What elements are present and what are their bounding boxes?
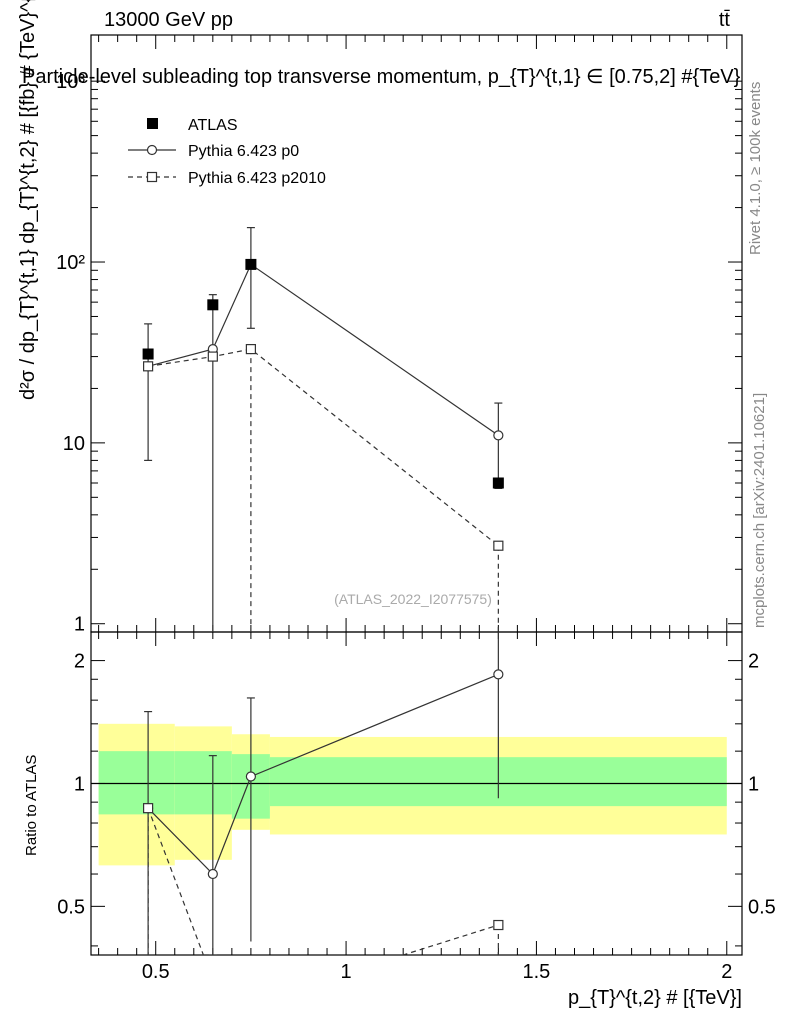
mcplots-label: mcplots.cern.ch [arXiv:2401.10621]: [751, 393, 768, 628]
main-point-p2010: [245, 343, 256, 355]
ratio-series-line-p2010: [147, 807, 499, 955]
ratio-y-tick-label-right: 0.5: [748, 896, 776, 918]
main-series-line-p0: [147, 263, 499, 436]
analysis-watermark: (ATLAS_2022_I2077575): [334, 591, 492, 607]
legend-p0-marker: [146, 144, 158, 156]
ratio-series-line-p0: [147, 673, 499, 876]
main-point-p2010: [143, 361, 154, 372]
ratio-point-p0: [245, 771, 256, 782]
ratio-band-inner: [98, 751, 175, 815]
ratio-point-p0: [493, 669, 504, 680]
rivet-version-label: Rivet 4.1.0, ≥ 100k events: [747, 82, 764, 255]
main-point-atlas: [207, 299, 219, 311]
main-series-line-p2010: [148, 348, 499, 547]
main-y-tick-label: 10²: [56, 252, 85, 274]
legend-atlas-marker: [147, 118, 158, 129]
main-point-p2010: [207, 351, 218, 362]
axis-ticks: 1 10 10² 10³ 0.5 0.5 1 1 2 2 0.5 1 1.5 2: [56, 35, 776, 983]
energy-label: 13000 GeV pp: [104, 9, 233, 31]
process-label: tt̄: [719, 9, 731, 31]
main-point-p0: [493, 430, 504, 441]
main-y-tick-label: 10³: [56, 71, 85, 93]
ratio-y-tick-label-right: 2: [748, 651, 759, 673]
x-tick-label: 2: [721, 961, 732, 983]
ratio-band-inner: [174, 751, 232, 815]
legend-p2010-label: Pythia 6.423 p2010: [188, 170, 326, 187]
ratio-y-axis-label: Ratio to ATLAS: [23, 755, 40, 856]
x-tick-label: 0.5: [142, 961, 170, 983]
x-tick-label: 1: [341, 961, 352, 983]
ratio-y-tick-label-right: 1: [748, 773, 759, 795]
ratio-y-tick-label: 2: [74, 651, 85, 673]
main-point-atlas: [492, 477, 504, 489]
plot-title: Particle-level subleading top transverse…: [22, 66, 741, 88]
main-point-p2010: [493, 540, 504, 551]
ratio-band-layer: [91, 723, 742, 866]
main-y-tick-label: 10: [63, 433, 85, 455]
legend-p2010-marker: [146, 171, 158, 183]
legend-p0-label: Pythia 6.423 p0: [188, 143, 299, 160]
ratio-point-p2010: [493, 919, 504, 931]
ratio-y-tick-label: 1: [74, 773, 85, 795]
main-point-atlas: [245, 258, 257, 270]
ratio-series-group: [143, 803, 504, 955]
x-tick-label: 1.5: [523, 961, 551, 983]
plot-marks: [142, 226, 504, 955]
main-y-axis-label: d²σ / dp_{T}^{t,1} dp_{T}^{t,2} # [{fb} …: [17, 0, 39, 400]
legend: ATLAS Pythia 6.423 p0 Pythia 6.423 p2010: [128, 117, 326, 187]
x-axis-label: p_{T}^{t,2} # [{TeV}]: [568, 987, 742, 1009]
main-point-atlas: [142, 348, 154, 360]
ratio-y-tick-label: 0.5: [57, 896, 85, 918]
main-y-tick-label: 1: [74, 614, 85, 636]
ratio-point-p2010: [143, 803, 154, 814]
ratio-point-p0: [207, 868, 218, 880]
legend-atlas-label: ATLAS: [188, 117, 238, 134]
ratio-panel-frame: [90, 631, 743, 956]
